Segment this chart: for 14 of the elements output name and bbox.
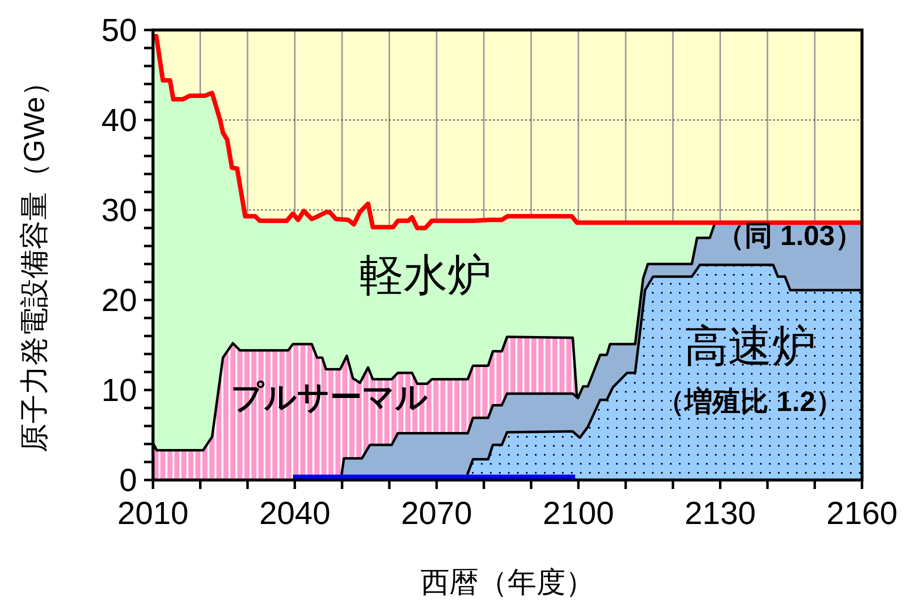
- y-axis-title: 原子力発電設備容量（GWe）: [19, 68, 51, 452]
- x-tick-label: 2010: [117, 495, 189, 531]
- y-tick-label: 20: [101, 282, 137, 318]
- y-tick-label: 30: [101, 192, 137, 228]
- x-tick-label: 2070: [401, 495, 472, 531]
- y-tick-label: 50: [101, 12, 137, 48]
- x-tick-label: 2130: [684, 495, 756, 531]
- y-tick-label: 0: [119, 462, 137, 498]
- x-tick-label: 2040: [259, 495, 330, 531]
- x-tick-label: 2100: [542, 495, 614, 531]
- y-tick-label: 40: [101, 102, 137, 138]
- x-tick-label: 2160: [826, 495, 898, 531]
- y-tick-label: 10: [101, 372, 137, 408]
- x-axis-title: 西暦（年度）: [420, 567, 594, 599]
